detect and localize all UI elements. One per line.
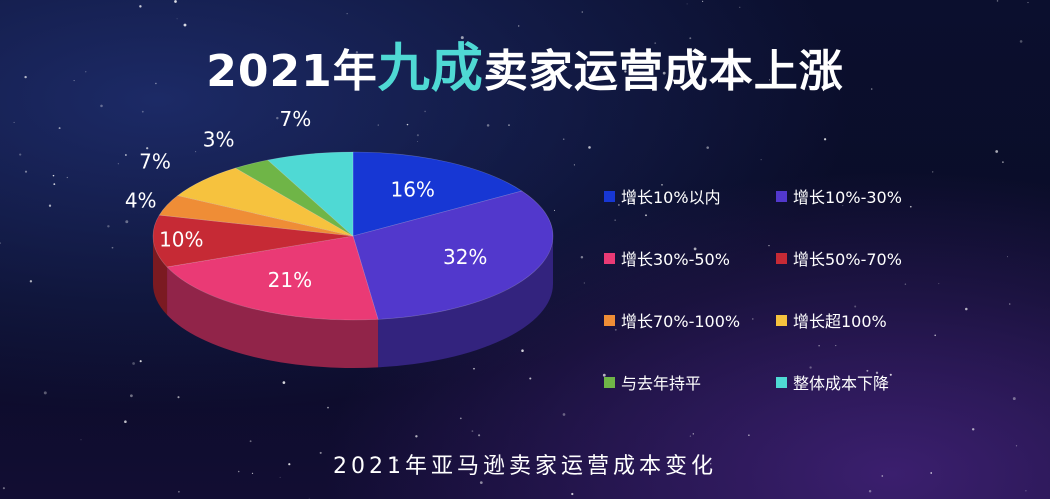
pie-side-2 (167, 266, 379, 369)
legend-item-4: 增长70%-100% (604, 308, 740, 332)
title-suffix: 卖家运营成本上涨 (483, 46, 844, 97)
slice-label-2: 21% (268, 268, 312, 292)
legend-label: 增长50%-70% (793, 250, 902, 269)
pie-slice-7 (267, 151, 354, 237)
slice-label-1: 32% (443, 245, 487, 269)
title-prefix: 2021年 (206, 46, 378, 97)
legend-item-1: 增长10%-30% (776, 184, 902, 208)
pie-slice-0 (352, 151, 523, 237)
pie-slice-6 (234, 159, 354, 237)
pie-slice-1 (352, 190, 554, 320)
pie-slice-2 (166, 235, 379, 321)
legend-item-6: 与去年持平 (604, 370, 701, 394)
legend-label: 增长10%以内 (621, 188, 721, 207)
legend-item-0: 增长10%以内 (604, 184, 721, 208)
slice-label-4: 4% (125, 188, 157, 212)
legend-swatch (776, 190, 787, 202)
legend-item-5: 增长超100% (776, 308, 887, 332)
pie-side-1 (378, 236, 553, 368)
chart-subtitle: 2021年亚马逊卖家运营成本变化 (333, 454, 717, 479)
pie-side-3 (153, 236, 168, 315)
title-highlight: 九成 (377, 39, 484, 99)
pie-slice-4 (158, 195, 354, 237)
slice-label-5: 7% (139, 150, 171, 174)
slice-label-3: 10% (159, 228, 203, 252)
slice-label-0: 16% (390, 177, 434, 201)
chart-title: 2021年九成卖家运营成本上涨 (0, 26, 1050, 101)
legend-swatch (776, 252, 787, 264)
legend-label: 增长10%-30% (793, 188, 902, 207)
legend-swatch (604, 314, 615, 326)
pie-slice-5 (177, 167, 354, 237)
legend-label: 增长70%-100% (621, 312, 741, 331)
legend-label: 增长超100% (793, 312, 887, 331)
legend-label: 整体成本下降 (793, 374, 890, 393)
pie-slice-3 (152, 214, 354, 268)
legend-label: 与去年持平 (621, 374, 702, 393)
legend-item-3: 增长50%-70% (776, 246, 902, 270)
legend-swatch (776, 314, 787, 326)
legend-swatch (604, 252, 615, 264)
legend-swatch (776, 376, 787, 388)
slice-label-7: 7% (280, 107, 312, 131)
legend-item-2: 增长30%-50% (604, 246, 730, 270)
legend-item-7: 整体成本下降 (776, 370, 889, 394)
legend-label: 增长30%-50% (621, 250, 730, 269)
legend-swatch (604, 190, 615, 202)
slice-label-6: 3% (203, 128, 235, 152)
legend-swatch (604, 376, 615, 388)
